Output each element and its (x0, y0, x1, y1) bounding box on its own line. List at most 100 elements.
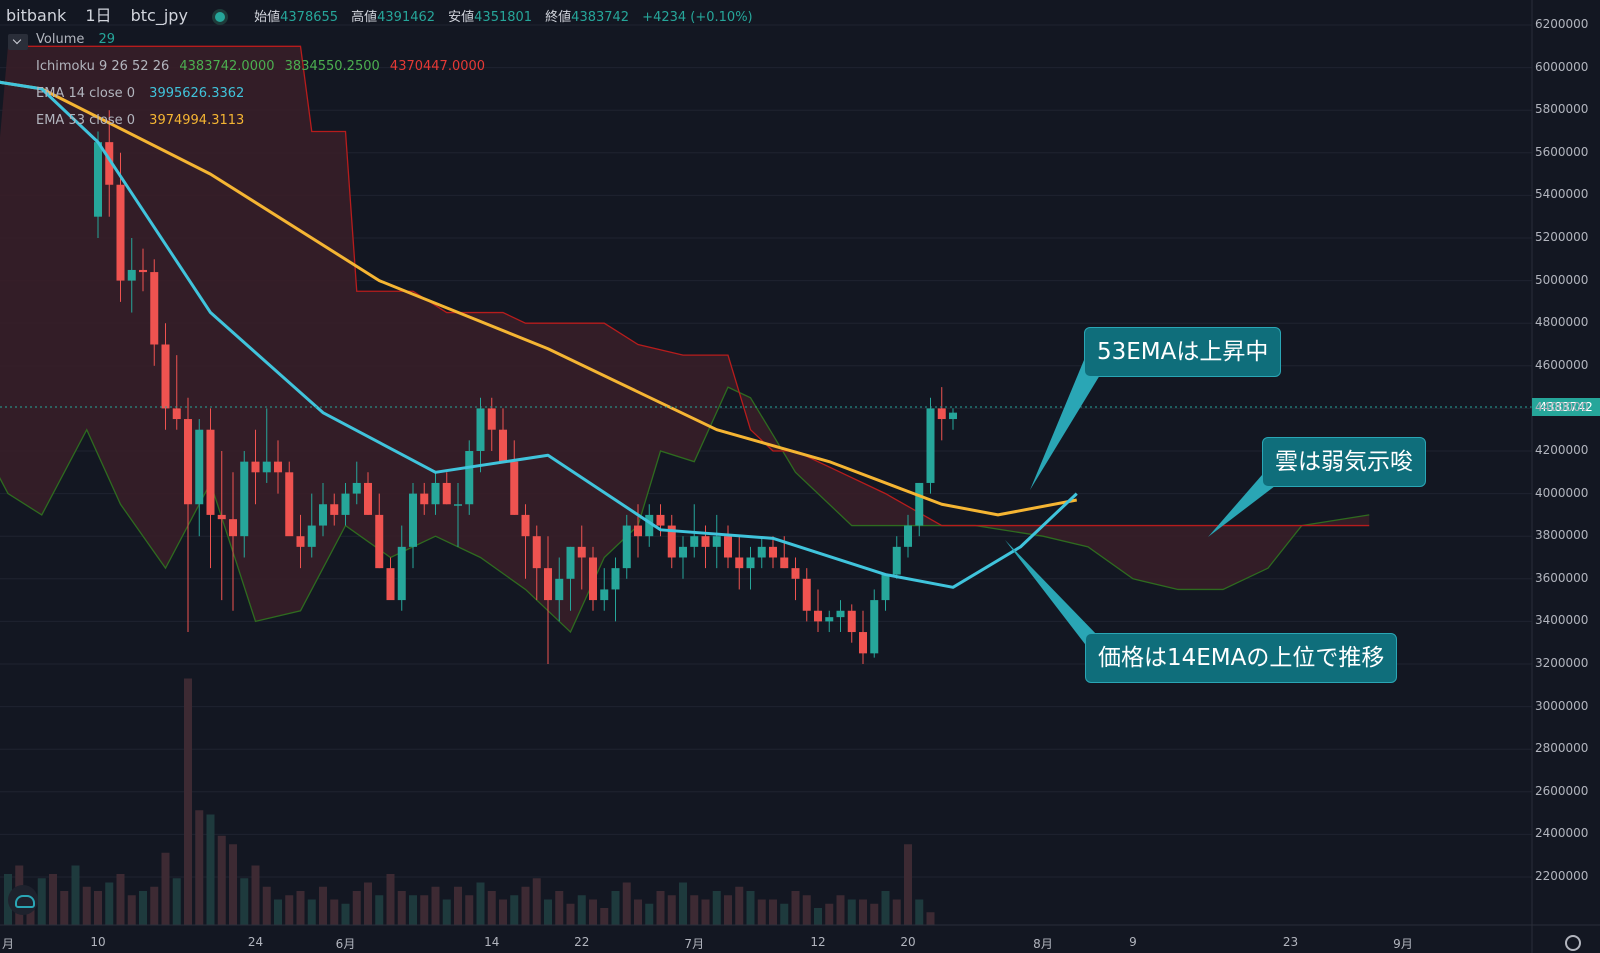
volume-bar (184, 678, 192, 925)
candle-body (555, 578, 564, 601)
candle-body (319, 504, 327, 526)
x-tick-label: 7月 (684, 937, 705, 951)
volume-bar (206, 814, 215, 925)
volume-bar (701, 899, 710, 925)
volume-bar (634, 899, 642, 925)
candle-body (454, 504, 462, 506)
volume-bar (195, 810, 204, 925)
interval[interactable]: 1日 (85, 6, 112, 25)
close-value: 4383742 (571, 10, 630, 25)
volume-bar (802, 895, 811, 925)
candle-body (544, 568, 552, 601)
volume-bar (521, 886, 530, 925)
volume-bar (341, 903, 350, 925)
x-tick-label: 8月 (1033, 937, 1053, 951)
pointer-ema53 (1030, 360, 1100, 490)
pointer-cloud (1208, 475, 1275, 537)
candle-body (791, 568, 800, 579)
candle-body (892, 546, 901, 575)
volume-bar (240, 878, 249, 925)
legend-ichimoku[interactable]: Ichimoku 9 26 52 26 4383742.0000 3834550… (36, 59, 485, 74)
candle-body (881, 574, 890, 601)
volume-bar (791, 891, 800, 925)
y-tick-label: 3600000 (1535, 570, 1589, 585)
high-value: 4391462 (377, 10, 436, 25)
volume-bar (780, 903, 789, 925)
y-tick-label: 2600000 (1535, 783, 1589, 798)
y-tick-label: 5800000 (1535, 102, 1589, 117)
callout-cloud: 雲は弱気示唆 (1262, 437, 1426, 487)
volume-bar (116, 874, 125, 925)
candle-body (274, 461, 282, 473)
volume-bar (262, 886, 271, 925)
volume-bar (712, 891, 721, 925)
ema53-label: EMA 53 close 0 (36, 113, 136, 128)
low-label: 安値 (448, 10, 475, 25)
tradingview-logo-icon[interactable] (8, 885, 38, 915)
y-tick-label: 3800000 (1535, 528, 1589, 543)
volume-bar (105, 882, 114, 925)
candle-body (679, 546, 687, 558)
candle-body (296, 536, 305, 547)
ema14-label: EMA 14 close 0 (36, 86, 136, 101)
candle-body (476, 408, 485, 451)
collapse-legend-icon[interactable] (8, 34, 28, 50)
x-tick-label: 23 (1282, 935, 1299, 949)
volume-bar (555, 891, 564, 925)
candle-body (769, 546, 777, 558)
candle-body (780, 557, 789, 569)
candle-body (589, 557, 597, 601)
y-tick-label: 5000000 (1535, 272, 1589, 287)
volume-bar (814, 908, 822, 925)
volume-bar (420, 895, 429, 925)
candles (94, 110, 957, 664)
volume-bar (71, 865, 80, 925)
settings-gear-icon[interactable] (1565, 935, 1581, 951)
exchange-name[interactable]: bitbank (6, 6, 67, 25)
volume-bar (465, 895, 474, 925)
volume-bar (746, 891, 755, 925)
ema14-value: 3995626.3362 (149, 86, 245, 101)
volume-bar (274, 899, 282, 925)
candle-body (600, 589, 609, 601)
candle-body (667, 525, 676, 558)
volume-bar (926, 912, 935, 925)
candle-body (825, 617, 834, 622)
y-tick-label: 5600000 (1535, 144, 1589, 159)
volume-bar (319, 886, 327, 925)
volume-bar (825, 903, 834, 925)
candle-body (611, 568, 620, 590)
volume-bar (229, 844, 237, 925)
x-tick-label: 6月 (335, 937, 356, 951)
volume-bar (127, 895, 136, 925)
volume-bar (870, 903, 879, 925)
volume-bar (589, 899, 597, 925)
x-tick-label: 月 (1, 937, 15, 951)
x-tick-label: 12 (810, 935, 826, 949)
y-tick-label: 4600000 (1535, 357, 1589, 372)
volume-bar (454, 886, 462, 925)
volume-bar (735, 886, 744, 925)
volume-bar (836, 895, 845, 925)
legend-ema14[interactable]: EMA 14 close 0 3995626.3362 (36, 86, 244, 101)
candle-body (172, 408, 181, 420)
legend-ema53[interactable]: EMA 53 close 0 3974994.3113 (36, 113, 244, 128)
volume-bar (622, 882, 631, 925)
callout-ema53: 53EMAは上昇中 (1084, 327, 1282, 377)
volume-bar (757, 899, 766, 925)
legend-volume[interactable]: Volume 29 (36, 32, 115, 47)
volume-bar (532, 878, 541, 925)
pair[interactable]: btc_jpy (130, 6, 188, 25)
volume-bar (577, 895, 586, 925)
candle-body (521, 514, 530, 537)
volume-bar (49, 874, 57, 925)
y-tick-label: 2800000 (1535, 741, 1589, 756)
x-tick-label: 22 (574, 935, 590, 949)
volume-bar (397, 891, 406, 925)
volume-bar (892, 899, 901, 925)
volume-bar (375, 895, 384, 925)
candle-body (465, 451, 474, 505)
volume-bar (330, 899, 339, 925)
y-tick-label: 6200000 (1535, 17, 1589, 31)
